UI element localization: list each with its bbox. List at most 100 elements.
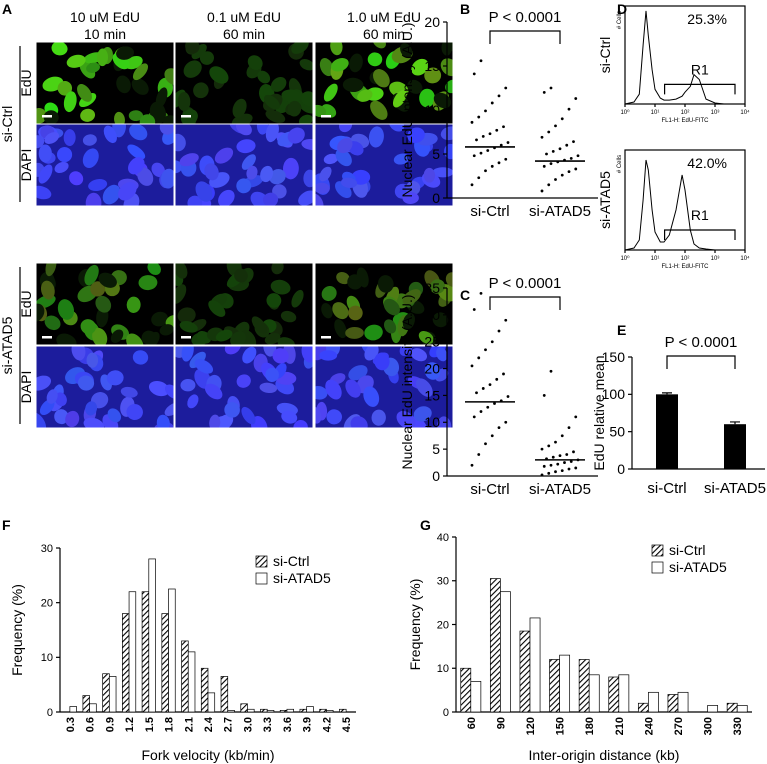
- bar: [724, 424, 746, 469]
- bar: [656, 394, 678, 469]
- legend-label: si-Ctrl: [669, 542, 706, 558]
- nucleus: [193, 82, 209, 99]
- nucleus: [85, 192, 102, 206]
- gate-label: R1: [691, 61, 709, 77]
- bar: [181, 640, 189, 713]
- nucleus: [432, 312, 449, 328]
- bar: [240, 703, 248, 713]
- data-dot: [472, 308, 476, 311]
- data-dot: [542, 394, 546, 397]
- nucleus: [209, 66, 229, 84]
- data-dot: [551, 455, 555, 459]
- y-tick-label: 20: [424, 360, 440, 376]
- nucleus: [440, 126, 453, 141]
- nucleus: [128, 157, 145, 175]
- y-tick-label: 10: [424, 102, 440, 118]
- micrograph: [35, 262, 175, 346]
- nucleus: [423, 167, 436, 183]
- x-tick-label: 10⁴: [740, 109, 750, 116]
- nucleus: [80, 108, 96, 122]
- bar: [89, 703, 97, 713]
- column-header: 10 min: [84, 26, 126, 42]
- row-label: EdU: [18, 290, 34, 317]
- nucleus: [77, 375, 95, 391]
- significance-bracket: [666, 355, 736, 369]
- nucleus: [321, 303, 333, 319]
- x-tick-label: 3.3: [262, 717, 274, 732]
- nucleus: [164, 402, 174, 416]
- data-dot: [484, 109, 487, 113]
- data-dot: [560, 469, 564, 473]
- nucleus: [281, 89, 302, 103]
- nucleus: [179, 153, 199, 167]
- nucleus: [383, 298, 400, 316]
- y-tick-label: 100: [602, 386, 626, 402]
- x-tick-label: 1.8: [164, 717, 176, 732]
- data-dot: [547, 130, 551, 134]
- nucleus: [402, 192, 419, 205]
- nucleus: [437, 416, 452, 428]
- y-tick-label: 0: [432, 468, 440, 484]
- bar: [326, 710, 334, 713]
- image-border: [174, 123, 314, 207]
- nucleus: [54, 409, 69, 425]
- nucleus: [368, 126, 384, 148]
- bar: [82, 695, 90, 713]
- nuclei: [321, 267, 453, 345]
- nucleus: [265, 124, 279, 143]
- bar: [578, 659, 590, 713]
- data-dot: [477, 453, 481, 456]
- y-axis-label: Frequency (%): [9, 584, 25, 676]
- data-dot: [540, 135, 544, 139]
- x-tick-label: 240: [643, 717, 655, 735]
- gate-label: R1: [691, 207, 709, 223]
- data-dot: [502, 372, 505, 376]
- data-dot: [499, 143, 503, 147]
- nucleus: [339, 124, 353, 133]
- row-label: DAPI: [18, 371, 34, 404]
- data-dot: [484, 442, 487, 446]
- nucleus: [44, 132, 60, 145]
- x-tick-label: si-Ctrl: [470, 203, 509, 220]
- y-tick-label: 30: [437, 576, 449, 588]
- data-dot: [574, 415, 578, 419]
- nucleus: [410, 348, 427, 362]
- nucleus: [127, 144, 146, 160]
- data-dot: [497, 161, 501, 165]
- bar: [500, 591, 511, 713]
- y-axis-label: Nuclear EdU intensity (A.U.): [399, 22, 415, 197]
- y-axis-label: EdU relative mean: [591, 355, 607, 470]
- x-tick-label: 210: [614, 717, 626, 735]
- nucleus: [393, 153, 410, 165]
- nuclei: [315, 124, 453, 206]
- x-tick-label: 3.0: [242, 717, 254, 732]
- x-tick-label: 120: [525, 717, 537, 735]
- nuclei: [36, 42, 174, 124]
- nucleus: [335, 148, 352, 167]
- x-tick-label: 2.4: [203, 716, 215, 732]
- p-value: P < 0.0001: [665, 334, 738, 351]
- nucleus: [160, 168, 174, 189]
- data-dot: [554, 440, 557, 444]
- nucleus: [241, 154, 256, 170]
- nucleus: [215, 414, 234, 428]
- nucleus: [69, 171, 84, 186]
- bar: [648, 691, 659, 713]
- data-dot: [475, 391, 478, 395]
- data-dot: [477, 356, 481, 360]
- column-header: 1.0 uM EdU: [347, 9, 421, 25]
- nucleus: [348, 305, 363, 321]
- panel-letter: B: [460, 1, 470, 17]
- bar: [707, 705, 719, 713]
- data-dot: [477, 176, 481, 180]
- y-tick-label: 50: [609, 424, 625, 440]
- nucleus: [257, 70, 271, 84]
- nucleus: [57, 80, 73, 96]
- bar: [460, 667, 472, 713]
- nucleus: [234, 268, 248, 283]
- bar: [559, 654, 571, 713]
- data-dot: [484, 169, 487, 173]
- percent-label: 42.0%: [687, 155, 727, 171]
- data-dot: [479, 151, 483, 155]
